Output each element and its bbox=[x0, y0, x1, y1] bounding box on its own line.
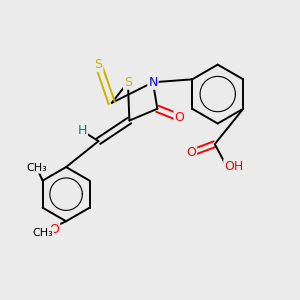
Text: O: O bbox=[186, 146, 196, 159]
Text: CH₃: CH₃ bbox=[26, 163, 47, 173]
Text: OH: OH bbox=[224, 160, 244, 173]
Text: O: O bbox=[50, 223, 59, 236]
Text: S: S bbox=[124, 76, 132, 89]
Text: S: S bbox=[94, 58, 103, 71]
Text: O: O bbox=[175, 111, 184, 124]
Text: N: N bbox=[148, 76, 158, 89]
Text: CH₃: CH₃ bbox=[32, 228, 53, 238]
Text: H: H bbox=[78, 124, 87, 137]
